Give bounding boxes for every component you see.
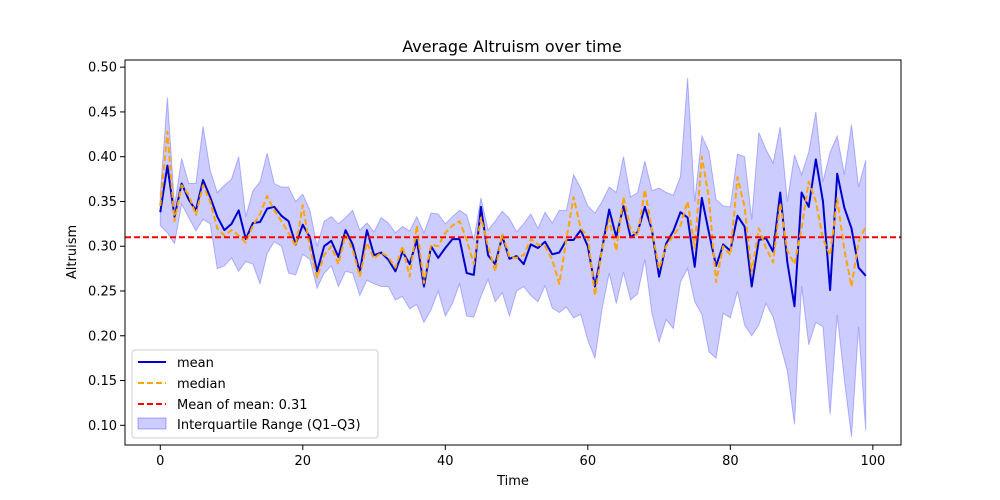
x-tick-label: 40 [437, 454, 454, 469]
legend-label-median: median [177, 377, 226, 392]
y-tick-label: 0.30 [88, 240, 117, 255]
y-tick-label: 0.45 [88, 105, 117, 120]
series-median-line [159, 130, 867, 297]
chart-title: Average Altruism over time [402, 37, 622, 56]
plot-area [125, 77, 901, 438]
x-tick-label: 0 [156, 454, 164, 469]
y-axis-label: Altruism [65, 225, 80, 279]
x-axis: 0 20 40 60 80 100 [156, 445, 885, 469]
legend-box [131, 349, 379, 439]
y-tick-label: 0.25 [88, 285, 117, 300]
y-tick-label: 0.10 [88, 419, 117, 434]
x-tick-label: 20 [295, 454, 312, 469]
x-tick-label: 80 [722, 454, 739, 469]
y-axis: 0.10 0.15 0.20 0.25 0.30 0.35 0.40 0.45 0.50 [88, 61, 125, 434]
legend: mean median Mean of mean: 0.31 Interquar… [131, 349, 379, 439]
y-tick-label: 0.15 [88, 374, 117, 389]
x-axis-label: Time [496, 474, 529, 489]
y-tick-label: 0.20 [88, 329, 117, 344]
legend-label-reference: Mean of mean: 0.31 [177, 398, 308, 413]
x-tick-label: 100 [860, 454, 885, 469]
y-tick-label: 0.40 [88, 150, 117, 165]
y-tick-label: 0.50 [88, 61, 117, 76]
legend-label-iqr: Interquartile Range (Q1–Q3) [177, 418, 361, 433]
legend-label-mean: mean [177, 356, 214, 371]
y-tick-label: 0.35 [88, 195, 117, 210]
legend-swatch-iqr [137, 417, 167, 430]
plot-frame [124, 59, 902, 446]
x-tick-label: 60 [580, 454, 597, 469]
